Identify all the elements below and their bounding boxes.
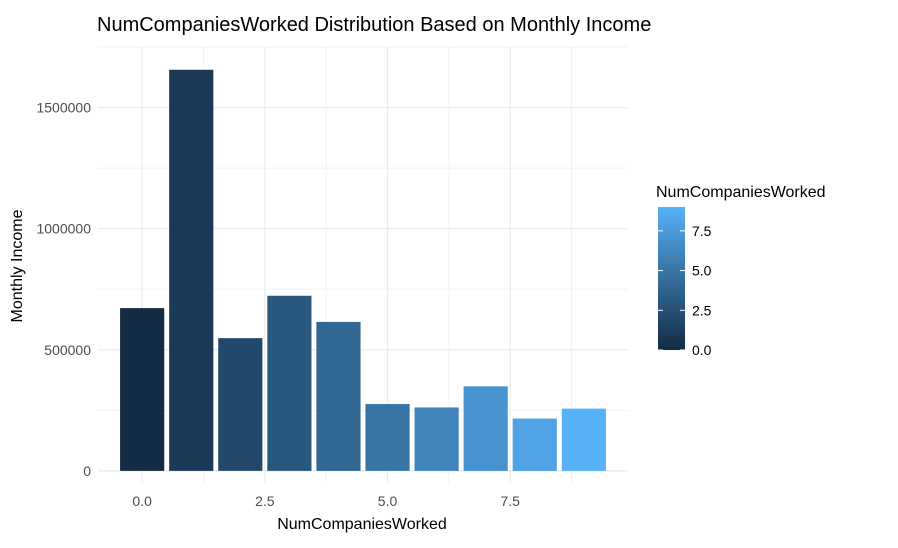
y-tick-label: 0: [83, 463, 91, 479]
legend-tick-label: 5.0: [692, 263, 712, 279]
y-axis-label: Monthly Income: [9, 209, 26, 322]
bar: [365, 404, 410, 471]
x-tick-label: 0.0: [132, 493, 152, 509]
chart-title: NumCompaniesWorked Distribution Based on…: [97, 14, 651, 36]
bar: [414, 407, 459, 471]
x-axis-label: NumCompaniesWorked: [277, 516, 447, 533]
legend-colorbar: [658, 207, 685, 350]
legend-title: NumCompaniesWorked: [656, 184, 826, 201]
legend-tick-label: 0.0: [692, 342, 712, 358]
y-tick-label: 1500000: [36, 100, 91, 116]
legend-tick-label: 7.5: [692, 223, 712, 239]
y-tick-label: 1000000: [36, 221, 91, 237]
x-tick-label: 2.5: [255, 493, 275, 509]
legend: NumCompaniesWorked 0.0 2.5 5.0 7.5: [656, 184, 826, 358]
bar: [561, 408, 606, 471]
bars: [120, 69, 606, 471]
bar: [316, 321, 361, 471]
x-tick-label: 7.5: [500, 493, 520, 509]
bar: [463, 386, 508, 471]
bar: [512, 418, 557, 471]
legend-ticks: 0.0 2.5 5.0 7.5: [658, 223, 712, 358]
bar: [267, 295, 312, 471]
bar: [218, 338, 263, 471]
x-tick-label: 5.0: [378, 493, 398, 509]
y-tick-label: 500000: [44, 342, 91, 358]
bar: [120, 308, 165, 471]
bar: [169, 69, 214, 471]
legend-tick-label: 2.5: [692, 302, 712, 318]
y-axis-ticks: 0 500000 1000000 1500000: [36, 100, 91, 479]
x-axis-ticks: 0.0 2.5 5.0 7.5: [132, 493, 520, 509]
